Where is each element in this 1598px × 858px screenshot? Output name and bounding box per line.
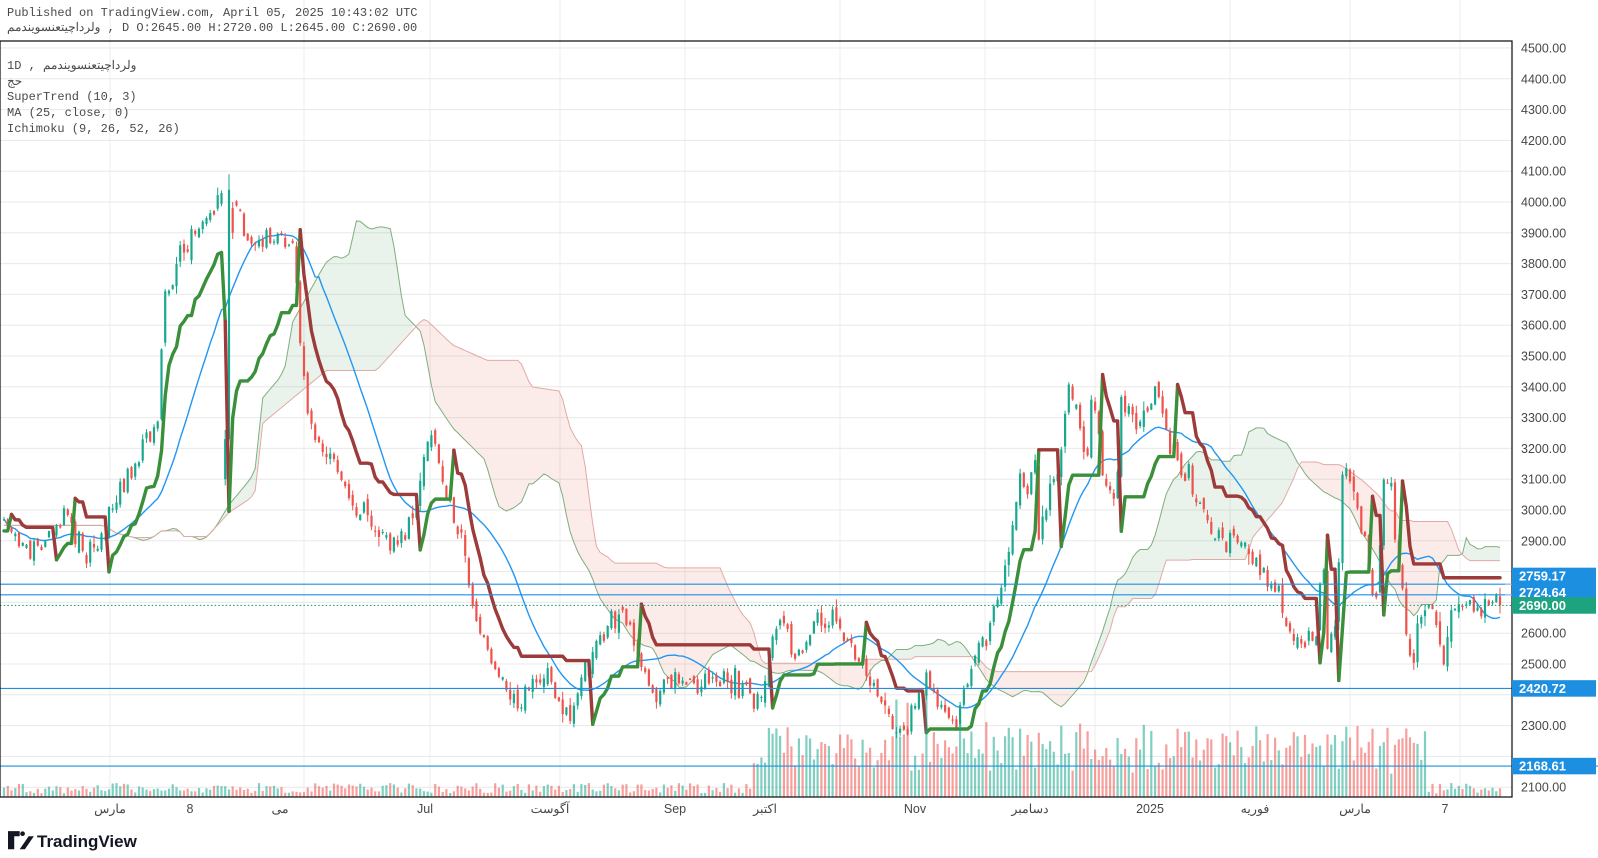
svg-text:2900.00: 2900.00: [1521, 534, 1566, 548]
svg-text:3300.00: 3300.00: [1521, 411, 1566, 425]
svg-text:اکتبر: اکتبر: [752, 802, 777, 817]
svg-text:3700.00: 3700.00: [1521, 288, 1566, 302]
svg-text:7: 7: [1442, 802, 1449, 816]
svg-text:4500.00: 4500.00: [1521, 42, 1566, 56]
svg-text:3000.00: 3000.00: [1521, 504, 1566, 518]
svg-text:2300.00: 2300.00: [1521, 719, 1566, 733]
svg-text:می: می: [271, 802, 288, 816]
svg-text:آگوست: آگوست: [531, 800, 571, 817]
svg-text:3800.00: 3800.00: [1521, 257, 1566, 271]
svg-text:2500.00: 2500.00: [1521, 658, 1566, 672]
svg-text:2759.17: 2759.17: [1519, 569, 1566, 584]
svg-text:Sep: Sep: [664, 802, 686, 816]
svg-text:2025: 2025: [1136, 802, 1164, 816]
svg-text:3200.00: 3200.00: [1521, 442, 1566, 456]
svg-text:مارس: مارس: [1339, 802, 1371, 817]
svg-text:2168.61: 2168.61: [1519, 759, 1566, 774]
svg-text:فوریه: فوریه: [1241, 802, 1270, 817]
svg-text:3400.00: 3400.00: [1521, 380, 1566, 394]
svg-text:4100.00: 4100.00: [1521, 165, 1566, 179]
svg-text:3600.00: 3600.00: [1521, 319, 1566, 333]
svg-text:2100.00: 2100.00: [1521, 781, 1566, 795]
svg-text:2690.00: 2690.00: [1519, 598, 1566, 613]
svg-text:3500.00: 3500.00: [1521, 350, 1566, 364]
svg-text:4000.00: 4000.00: [1521, 196, 1566, 210]
svg-text:8: 8: [187, 802, 194, 816]
svg-text:Jul: Jul: [417, 802, 433, 816]
svg-text:دسامبر: دسامبر: [1010, 802, 1049, 817]
svg-text:Nov: Nov: [904, 802, 927, 816]
svg-text:2600.00: 2600.00: [1521, 627, 1566, 641]
svg-text:3100.00: 3100.00: [1521, 473, 1566, 487]
svg-text:4300.00: 4300.00: [1521, 103, 1566, 117]
svg-text:4200.00: 4200.00: [1521, 134, 1566, 148]
svg-text:مارس: مارس: [94, 802, 126, 817]
svg-text:3900.00: 3900.00: [1521, 226, 1566, 240]
svg-text:4400.00: 4400.00: [1521, 72, 1566, 86]
svg-text:2420.72: 2420.72: [1519, 681, 1566, 696]
